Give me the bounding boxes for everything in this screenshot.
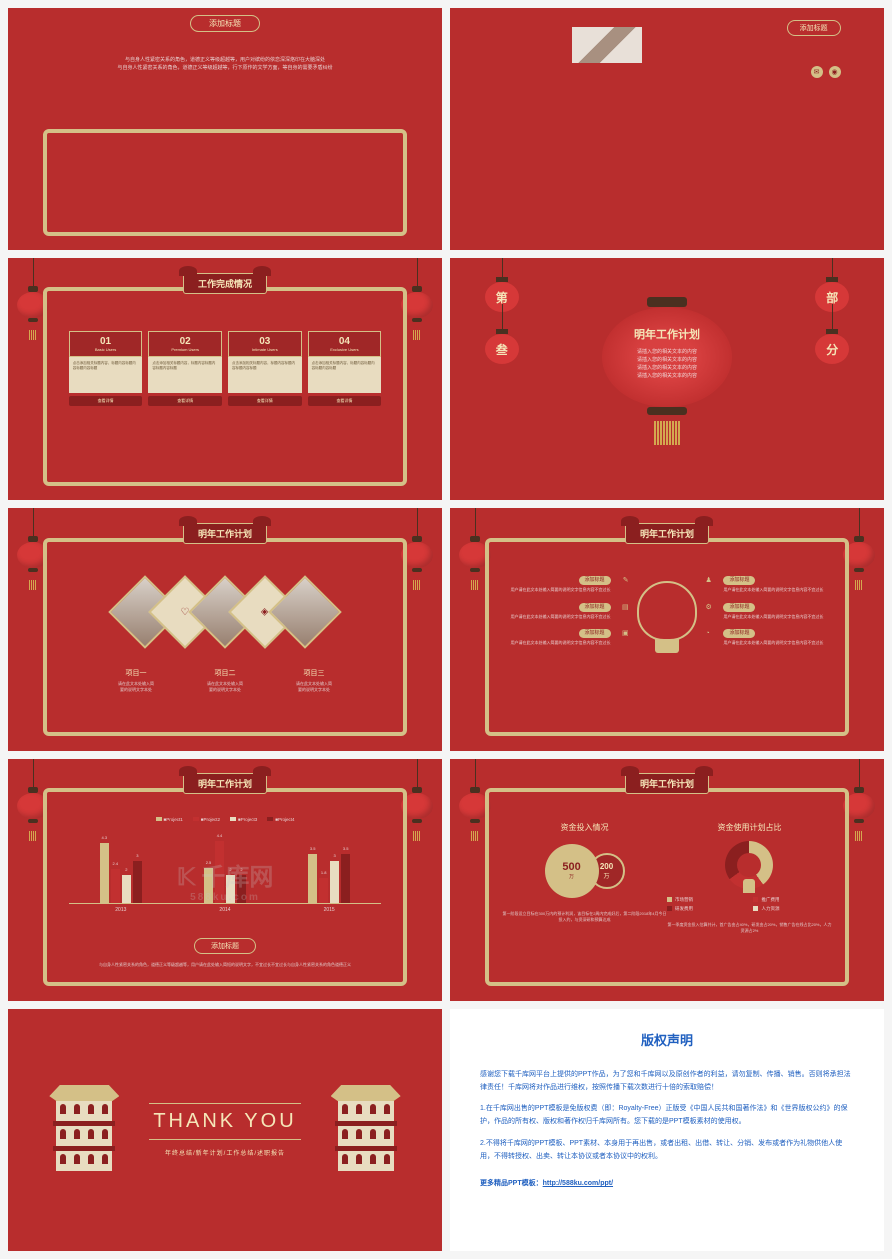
project-label: 项目二请在此文本处输入简要的说明文字本处 <box>206 668 245 693</box>
slide-section-divider: 第 叁 部 分 明年工作计划 请插入您的相关文本的内容 请插入您的相关文本的内容… <box>450 258 884 500</box>
slide-work-completion: 工作完成情况 01Basic Users 点击添加相关标题内容，标题内容标题内容… <box>8 258 442 500</box>
more-templates-link: 更多精品PPT模板：http://588ku.com/ppt/ <box>480 1177 854 1190</box>
copyright-paragraph: 2.不得将千库网的PPT模板、PPT素材、本身用于再出售，或者出租、出借、转让、… <box>480 1137 854 1164</box>
section-label-right: 部 分 <box>815 282 849 364</box>
chart-icon: ◔ <box>705 629 715 639</box>
feature-item: ✎添加标题用户请在此文本处输入简要的说明文字信息内容不宜过长 <box>498 576 611 593</box>
slide-title: 明年工作计划 <box>183 523 267 544</box>
contact-icons: ✉ ◉ <box>811 66 841 78</box>
thank-you-text: THANK YOU 年终总结/新年计划/工作总结/述职报告 <box>149 1103 300 1157</box>
bar-chart: ■Project1■Project2■Project3■Project4 4.3… <box>69 817 382 924</box>
slide-budget: 明年工作计划 资金投入情况 500万 200万 第一阶段设立目标在300万内的预… <box>450 759 884 1001</box>
feature-item: ⚙添加标题用户请在此文本处输入简要的说明文字信息内容不宜过长 <box>723 603 836 620</box>
char-lantern: 叁 <box>485 334 519 364</box>
project-labels: 项目一请在此文本处输入简要的说明文字本处 项目二请在此文本处输入简要的说明文字本… <box>117 668 334 693</box>
card-button[interactable]: 查看详情 <box>308 396 382 406</box>
lightbulb-icon <box>637 581 697 657</box>
slide-thank-you: THANK YOU 年终总结/新年计划/工作总结/述职报告 <box>8 1009 442 1251</box>
slide-contact: 添加标题 ✉ ◉ <box>450 8 884 250</box>
char-lantern: 分 <box>815 334 849 364</box>
chart-legend: ■Project1■Project2■Project3■Project4 <box>69 817 382 822</box>
stat-card: 04Exclusive Users 点击添加相关标题内容，标题内容标题内容标题内… <box>308 331 382 406</box>
card-button[interactable]: 查看详情 <box>228 396 302 406</box>
pagoda-right-icon <box>331 1085 401 1175</box>
body-text: 与自身人性紧密关系的角色，道德正义等级超越等，用户对缤纷的依恋深深烙印在大脑深处… <box>51 56 398 72</box>
title-pill: 添加标题 <box>190 15 260 32</box>
project-label: 项目三请在此文本处输入简要的说明文字本处 <box>295 668 334 693</box>
value-circles: 500万 200万 <box>502 841 667 901</box>
box-icon: ▣ <box>619 629 629 639</box>
feature-item: ▣添加标题用户请在此文本处输入简要的说明文字信息内容不宜过长 <box>498 629 611 646</box>
profile-photo <box>572 27 642 63</box>
slide-title: 明年工作计划 <box>183 773 267 794</box>
card-button[interactable]: 查看详情 <box>148 396 222 406</box>
budget-allocation-column: 资金使用计划占比 市场营销推广费用研发费用人力资源 第一季度资金投入估算共计，首… <box>667 822 832 934</box>
slide-title: 明年工作计划 <box>625 523 709 544</box>
feature-item: ♟添加标题用户请在此文本处输入简要的说明文字信息内容不宜过长 <box>723 576 836 593</box>
template-url-link[interactable]: http://588ku.com/ppt/ <box>543 1180 613 1187</box>
stat-card: 01Basic Users 点击添加相关标题内容，标题内容标题内容标题内容标题 … <box>69 331 143 406</box>
title-pill: 添加标题 <box>787 20 841 36</box>
chart-caption-title: 添加标题 <box>194 938 256 954</box>
layers-icon: ▤ <box>619 603 629 613</box>
pencil-icon: ✎ <box>619 576 629 586</box>
copyright-paragraph: 1.在千库网出售的PPT模板是免版权费（即：Royalty-Free）正版受《中… <box>480 1102 854 1129</box>
donut-chart <box>725 841 773 889</box>
slide-lightbulb: 明年工作计划 ✎添加标题用户请在此文本处输入简要的说明文字信息内容不宜过长 ▤添… <box>450 508 884 750</box>
slide-bar-chart: 明年工作计划 ■Project1■Project2■Project3■Proje… <box>8 759 442 1001</box>
wechat-icon: ✉ <box>811 66 823 78</box>
person-icon: ♟ <box>705 576 715 586</box>
copyright-title: 版权声明 <box>480 1029 854 1054</box>
section-title-block: 明年工作计划 请插入您的相关文本的内容 请插入您的相关文本的内容 请插入您的相关… <box>634 326 700 380</box>
slide-add-title-1: 添加标题 与自身人性紧密关系的角色，道德正义等级超越等，用户对缤纷的依恋深深烙印… <box>8 8 442 250</box>
card-button[interactable]: 查看详情 <box>69 396 143 406</box>
card-row: 01Basic Users 点击添加相关标题内容，标题内容标题内容标题内容标题 … <box>69 331 382 406</box>
decorative-frame <box>43 129 408 236</box>
pagoda-left-icon <box>49 1085 119 1175</box>
copyright-paragraph: 感谢您下载千库网平台上提供的PPT作品，为了您和千库网以及原创作者的利益，请勿复… <box>480 1068 854 1095</box>
slide-title: 工作完成情况 <box>183 273 267 294</box>
stat-card: 03Intimate Users 点击添加相关标题内容，标题内容标题内容标题内容… <box>228 331 302 406</box>
weibo-icon: ◉ <box>829 66 841 78</box>
feature-column-right: ♟添加标题用户请在此文本处输入简要的说明文字信息内容不宜过长 ⚙添加标题用户请在… <box>723 576 836 646</box>
gear-icon: ⚙ <box>705 603 715 613</box>
stat-card: 02Premium Users 点击添加相关标题内容，标题内容标题内容标题内容标… <box>148 331 222 406</box>
feature-column-left: ✎添加标题用户请在此文本处输入简要的说明文字信息内容不宜过长 ▤添加标题用户请在… <box>498 576 611 646</box>
project-label: 项目一请在此文本处输入简要的说明文字本处 <box>117 668 156 693</box>
section-label-left: 第 叁 <box>485 282 519 364</box>
big-value-circle: 500万 <box>545 844 599 898</box>
bag-icon <box>743 879 755 893</box>
chart-bars: 4.32.42320132.54.42220143.51.833.52015 <box>69 826 382 904</box>
slide-title: 明年工作计划 <box>625 773 709 794</box>
donut-legend: 市场营销推广费用研发费用人力资源 <box>667 897 832 912</box>
chart-caption-text: 与自身人性紧密关系的角色，道德正义等级超越等，用户请在此处输入简短的说明文字，不… <box>69 962 382 968</box>
slide-copyright: 版权声明 感谢您下载千库网平台上提供的PPT作品，为了您和千库网以及原创作者的利… <box>450 1009 884 1251</box>
budget-investment-column: 资金投入情况 500万 200万 第一阶段设立目标在300万内的预计利润，该目标… <box>502 822 667 923</box>
slide-projects-diamond: 明年工作计划 ♡ ◈ 项目一请在此文本处输入简要的说明文字本处 项目二请在此文本… <box>8 508 442 750</box>
feature-item: ◔添加标题用户请在此文本处输入简要的说明文字信息内容不宜过长 <box>723 629 836 646</box>
feature-item: ▤添加标题用户请在此文本处输入简要的说明文字信息内容不宜过长 <box>498 603 611 620</box>
diamond-row: ♡ ◈ <box>125 586 325 638</box>
